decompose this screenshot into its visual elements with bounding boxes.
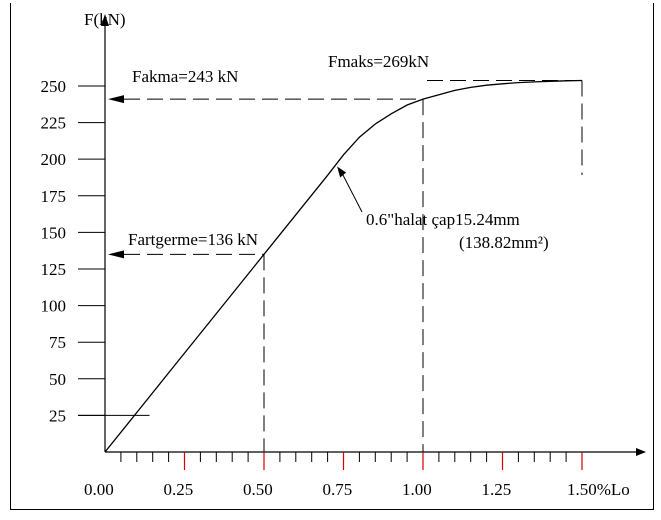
halat-leader-line [339,169,363,213]
fartgerme-label: Fartgerme=136 kN [128,230,258,249]
y-tick-label: 225 [41,114,67,133]
y-tick-label: 175 [41,187,67,206]
y-tick-label: 150 [41,223,67,242]
guide-lines [108,80,583,452]
y-tick-label: 25 [49,406,66,425]
annotations: Fmaks=269kN Fakma=243 kN Fartgerme=136 kN 0… [128,52,549,252]
x-tick-label: 1.00 [402,480,432,499]
x-tick-label: 1.25 [482,480,512,499]
y-tick-label: 125 [41,260,67,279]
y-tick-label: 50 [49,370,66,389]
labels: 0.00 0.25 0.50 0.75 1.00 1.25 1.50%Lo 25 50 75 100… [41,10,630,499]
fakma-arrow [108,95,124,104]
x-tick-label: 1.50%Lo [567,480,630,499]
halat-leader-arrow [337,166,347,178]
fakma-label: Fakma=243 kN [132,67,238,86]
x-tick-label: 0.75 [323,480,353,499]
curve-layer [104,79,583,453]
y-tick-label: 250 [41,77,67,96]
halat-label-line1: 0.6"halat çap15.24mm [366,210,520,229]
x-tick-label: 0.50 [243,480,273,499]
axes [78,14,646,470]
y-tick-label: 100 [41,297,67,316]
fartgerme-arrow [108,250,124,259]
x-tick-label: 0.25 [164,480,194,499]
halat-label-line2: (138.82mm²) [459,233,549,252]
force-strain-curve [104,79,583,453]
y-axis-label: F(kN) [84,10,126,29]
x-tick-label: 0.00 [84,480,114,499]
y-tick-label: 200 [41,150,67,169]
y-tick-label: 75 [49,333,66,352]
fmaks-label: Fmaks=269kN [328,52,429,71]
chart-frame [10,3,654,510]
x-axis-arrowhead [636,448,646,456]
y-axis-arrowhead [101,14,109,26]
